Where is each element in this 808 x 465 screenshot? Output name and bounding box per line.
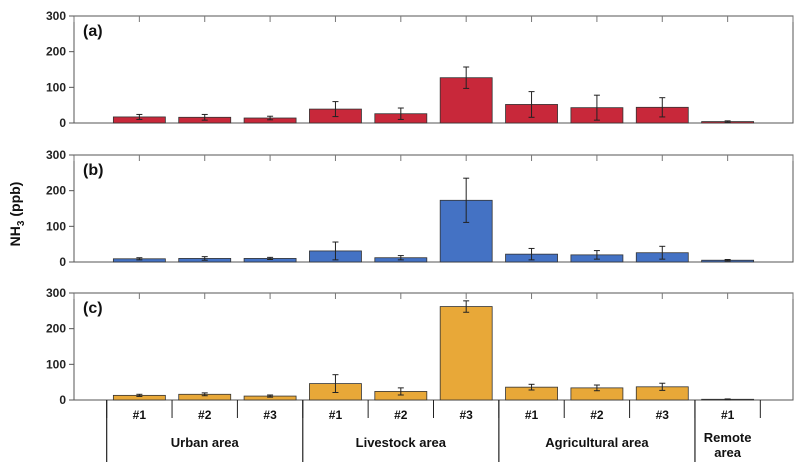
y-tick-label: 300: [46, 9, 66, 23]
y-tick-label: 200: [46, 45, 66, 59]
x-tick-label: #1: [329, 408, 343, 422]
x-tick-label: #1: [133, 408, 147, 422]
y-tick-label: 0: [59, 116, 66, 130]
group-label: Urban area: [171, 435, 240, 450]
y-tick-label: 200: [46, 322, 66, 336]
x-tick-label: #2: [590, 408, 604, 422]
x-tick-label: #3: [460, 408, 474, 422]
group-label: Agricultural area: [545, 435, 649, 450]
panel-label: (c): [83, 300, 103, 317]
y-axis-label-main: NH: [7, 226, 23, 246]
y-tick-label: 100: [46, 219, 66, 233]
x-tick-label: #2: [198, 408, 212, 422]
panel-label: (a): [83, 23, 103, 40]
panel-frame: [73, 15, 794, 124]
y-tick-label: 300: [46, 148, 66, 162]
x-tick-label: #3: [263, 408, 277, 422]
x-tick-label: #3: [656, 408, 670, 422]
bar: [439, 306, 493, 401]
group-label: area: [714, 445, 742, 460]
y-tick-label: 300: [46, 286, 66, 300]
panel-frame: [73, 292, 794, 401]
group-label: Remote: [704, 430, 752, 445]
y-tick-label: 100: [46, 80, 66, 94]
y-tick-label: 100: [46, 357, 66, 371]
y-tick-label: 0: [59, 255, 66, 269]
group-label: Livestock area: [356, 435, 447, 450]
y-tick-label: 0: [59, 393, 66, 407]
x-tick-label: #1: [721, 408, 735, 422]
panel-label: (b): [83, 162, 103, 179]
y-axis-label-unit: (ppb): [7, 182, 23, 221]
x-tick-label: #2: [394, 408, 408, 422]
y-tick-label: 200: [46, 184, 66, 198]
y-axis-label-sub: 3: [16, 220, 27, 226]
panel-frame: [73, 154, 794, 263]
y-axis-label: NH3 (ppb): [7, 182, 27, 247]
x-tick-label: #1: [525, 408, 539, 422]
